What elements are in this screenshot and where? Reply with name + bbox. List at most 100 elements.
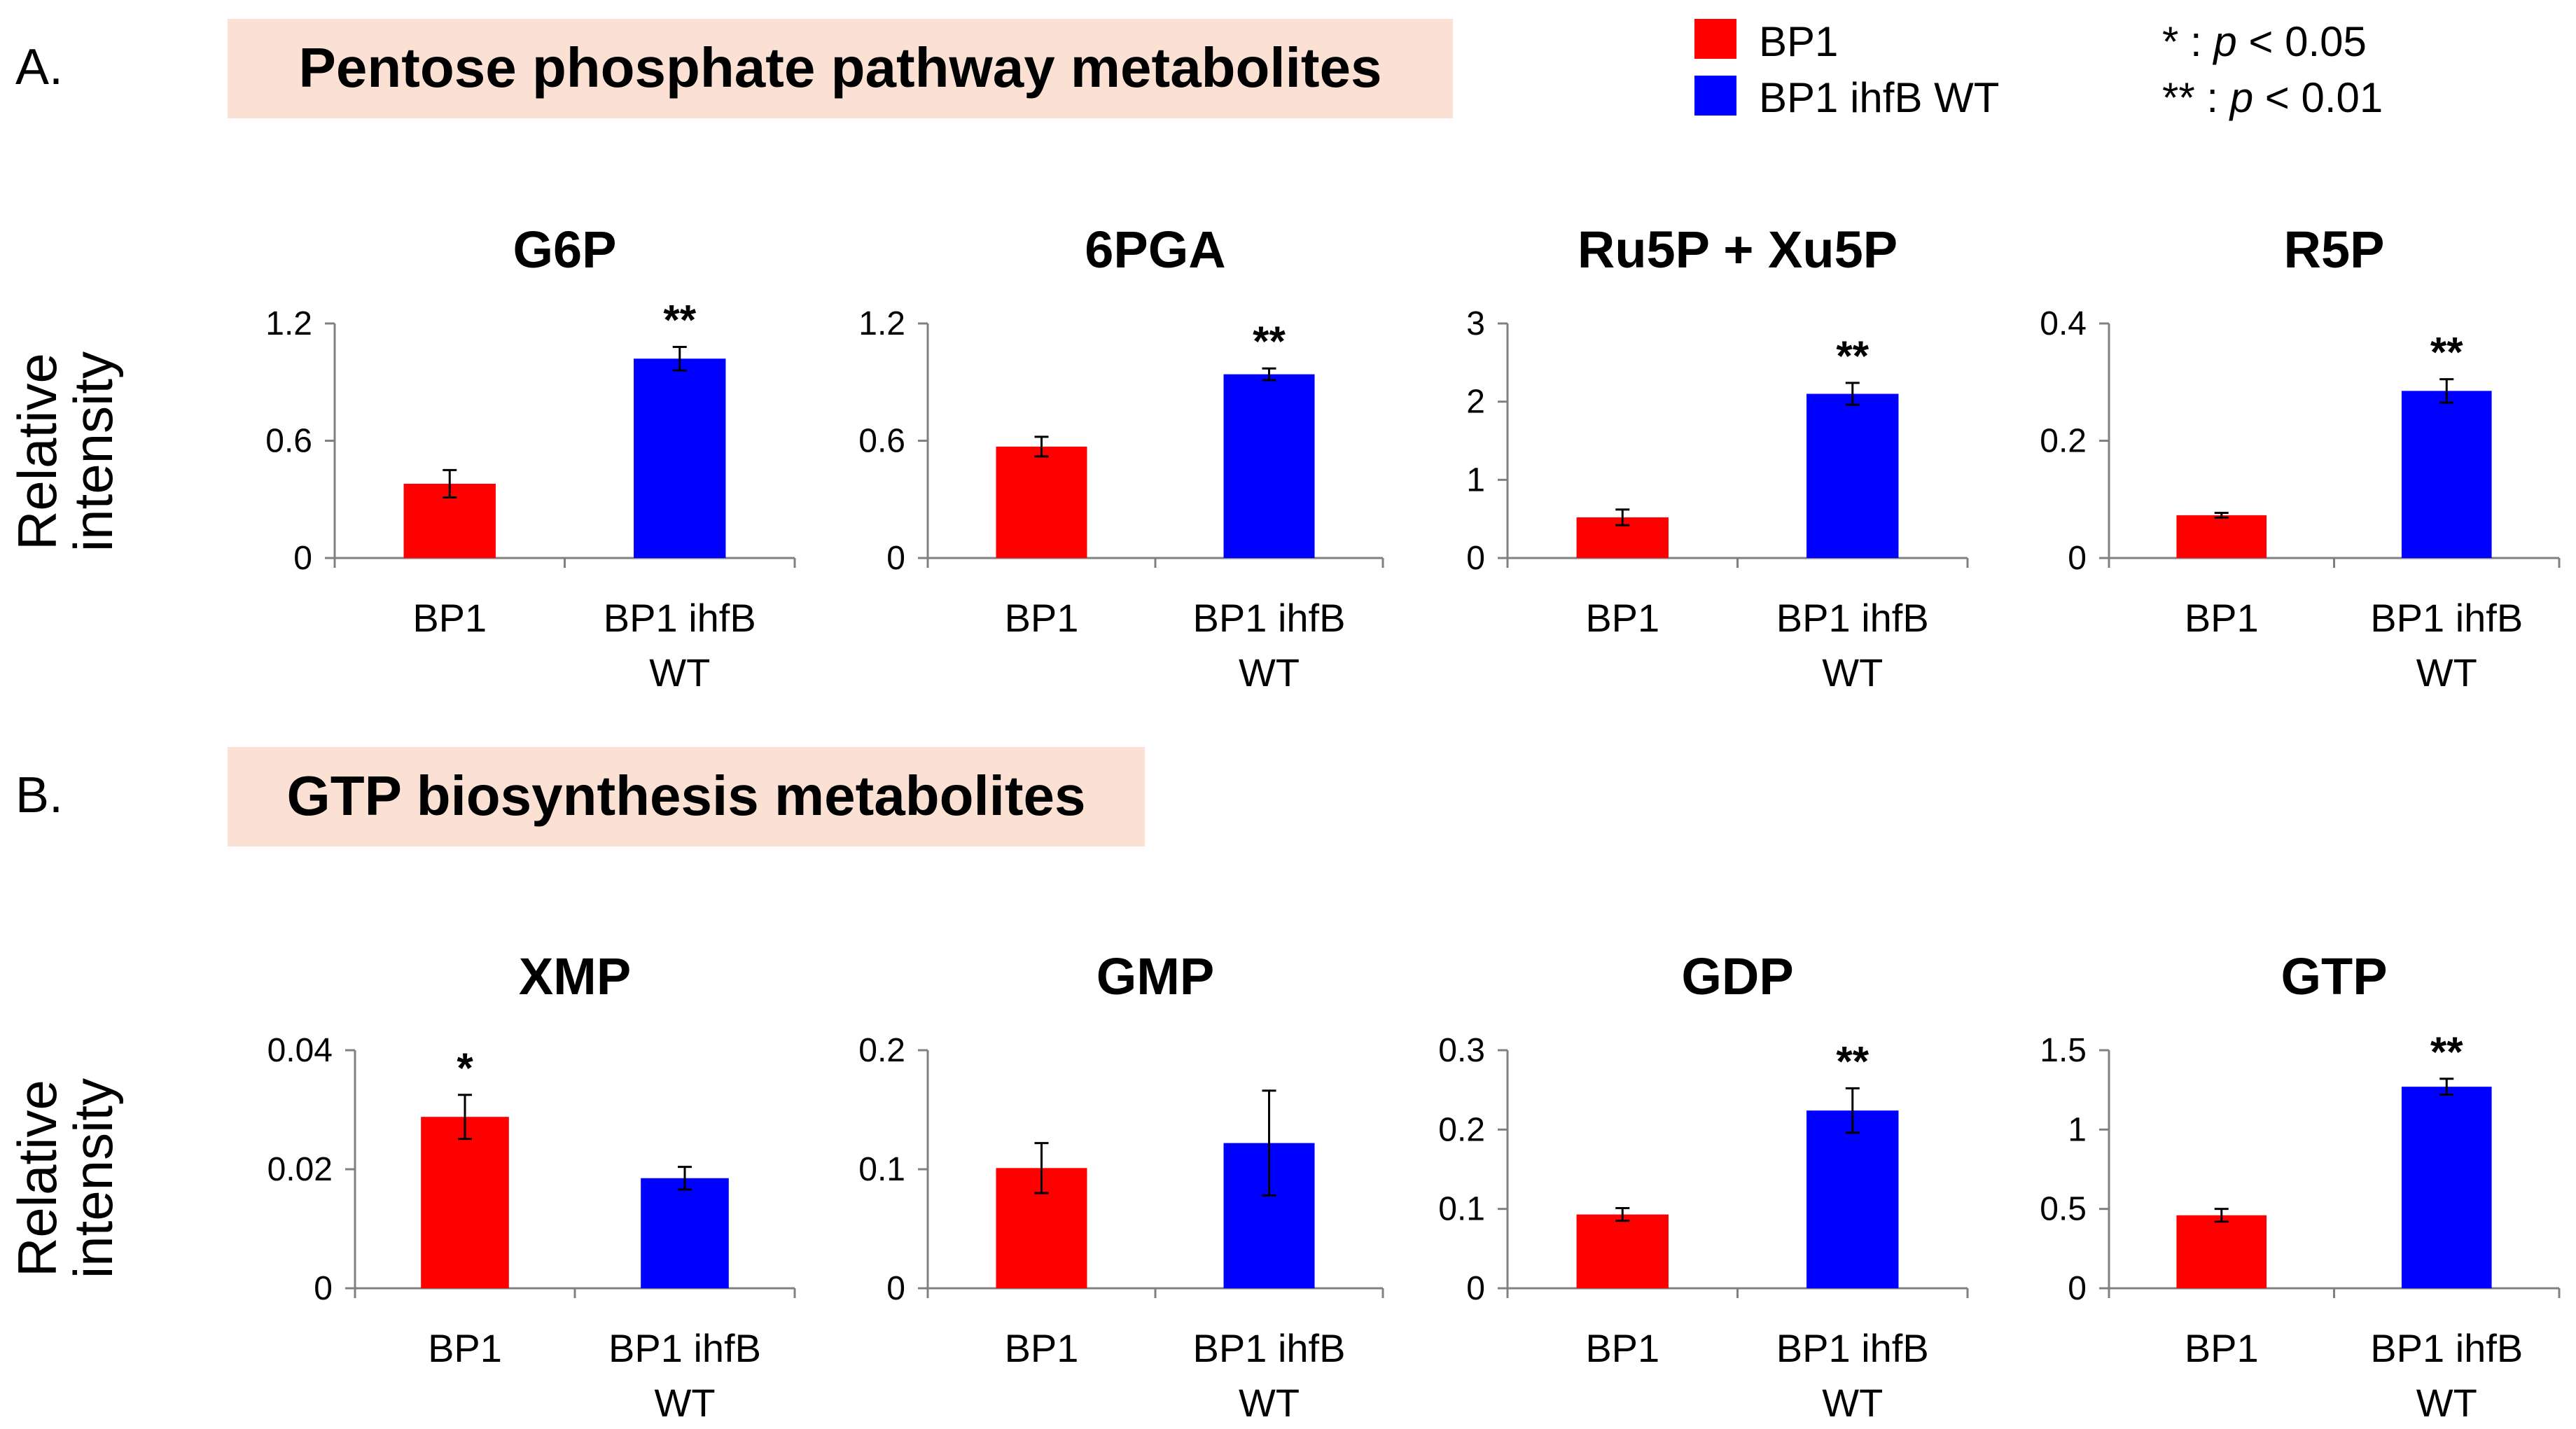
y-tick-label: 0: [2068, 540, 2087, 577]
ylabel-a-line-2: intensity: [62, 351, 124, 552]
y-tick-label: 1: [1466, 461, 1485, 499]
panel-b-heading-box: [228, 747, 1145, 846]
category-label: BP1 ihfB: [608, 1326, 761, 1370]
sig-key-p-2: p: [2229, 74, 2253, 121]
legend-label-bp1: BP1: [1759, 18, 1838, 65]
panel-b-heading: GTP biosynthesis metabolites: [286, 765, 1085, 827]
y-tick-label: 0.1: [1438, 1191, 1485, 1228]
bar-bp1-ihfb-wt: [2401, 1087, 2492, 1288]
ylabel-b-line-2: intensity: [62, 1078, 124, 1278]
panel-b-label: B.: [15, 767, 63, 823]
category-label: BP1 ihfB: [2370, 1326, 2523, 1370]
panel-a-label: A.: [15, 39, 63, 95]
y-tick-label: 1: [2068, 1111, 2087, 1148]
legend-swatch-bp1: [1694, 19, 1736, 59]
category-label: BP1 ihfB: [604, 596, 756, 640]
significance-line-2: ** : p < 0.01: [2162, 74, 2383, 121]
chart-title: GDP: [1681, 947, 1793, 1005]
legend-swatch-ihfb: [1694, 76, 1736, 116]
category-label: BP1: [412, 596, 487, 640]
category-label: WT: [1239, 1381, 1300, 1425]
bar-bp1: [1576, 1214, 1669, 1288]
panel-a-heading-box: [228, 19, 1453, 118]
y-tick-label: 0.6: [858, 423, 905, 460]
category-label: WT: [654, 1381, 715, 1425]
significance-mark: *: [457, 1045, 473, 1092]
chart-g6p: G6P 0 0.6 1.2 BP1 ** BP1 ihfB WT: [265, 221, 796, 695]
charts: G6P 0 0.6 1.2 BP1 ** BP1 ihfB WT 6PGA 0 0.6 1.2 BP1 *…: [265, 221, 2561, 1425]
y-tick-label: 0: [2068, 1270, 2087, 1307]
bar-bp1: [996, 446, 1087, 558]
significance-mark: **: [1253, 318, 1286, 365]
chart-title: Ru5P + Xu5P: [1578, 221, 1898, 279]
y-tick-label: 0.5: [2040, 1191, 2087, 1228]
ylabel-row-b: Relative intensity: [6, 1078, 124, 1278]
category-label: BP1: [2185, 596, 2259, 640]
y-tick-label: 0.02: [267, 1151, 333, 1188]
category-label: BP1 ihfB: [1193, 596, 1346, 640]
chart-xmp: XMP 0 0.02 0.04 * BP1 BP1 ihfB WT: [267, 947, 796, 1425]
sig-key-stars-1: *: [2162, 18, 2178, 65]
bar-bp1: [421, 1117, 509, 1288]
y-tick-label: 0: [293, 540, 312, 577]
bar-bp1-ihfb-wt: [1806, 393, 1899, 558]
y-tick-label: 0: [314, 1270, 333, 1307]
significance-key: * : p < 0.05 ** : p < 0.01: [2162, 18, 2383, 121]
legend-label-ihfb: BP1 ihfB WT: [1759, 74, 1999, 121]
category-label: WT: [649, 650, 710, 695]
category-label: WT: [1822, 1381, 1883, 1425]
significance-mark: **: [663, 297, 696, 344]
chart-gmp: GMP 0 0.1 0.2 BP1 BP1 ihfB WT: [858, 947, 1384, 1425]
significance-mark: **: [1836, 1038, 1869, 1085]
y-tick-label: 0.1: [858, 1151, 905, 1188]
y-tick-label: 0: [886, 1270, 905, 1307]
significance-mark: **: [2430, 1029, 2463, 1075]
y-tick-label: 0.3: [1438, 1032, 1485, 1069]
chart-title: GMP: [1096, 947, 1215, 1005]
y-tick-label: 0.2: [1438, 1111, 1485, 1148]
ylabel-a-line-1: Relative: [6, 353, 68, 550]
category-label: BP1: [1585, 1326, 1659, 1370]
category-label: WT: [2416, 650, 2477, 695]
category-label: BP1 ihfB: [2370, 596, 2523, 640]
sig-key-sep-2: :: [2195, 74, 2230, 121]
chart-r5p: R5P 0 0.2 0.4 BP1 ** BP1 ihfB WT: [2040, 221, 2561, 695]
category-label: BP1: [2185, 1326, 2259, 1370]
bar-bp1: [2176, 515, 2267, 558]
panel-a-heading: Pentose phosphate pathway metabolites: [299, 36, 1382, 99]
category-label: WT: [1239, 650, 1300, 695]
chart-ru5p-xu5p: Ru5P + Xu5P 0 1 2 3 BP1 ** BP1 ihfB WT: [1466, 221, 1969, 695]
category-label: BP1: [1005, 596, 1079, 640]
ylabel-row-a: Relative intensity: [6, 351, 124, 552]
category-label: WT: [1822, 650, 1883, 695]
sig-key-stars-2: **: [2162, 74, 2195, 121]
bar-bp1: [2176, 1215, 2267, 1288]
bar-bp1-ihfb-wt: [1223, 374, 1315, 558]
ylabel-b-line-1: Relative: [6, 1080, 68, 1277]
sig-key-p-1: p: [2212, 18, 2236, 65]
y-tick-label: 0: [886, 540, 905, 577]
y-tick-label: 2: [1466, 384, 1485, 421]
chart-title: 6PGA: [1085, 221, 1226, 279]
y-tick-label: 0.2: [858, 1032, 905, 1069]
category-label: BP1 ihfB: [1776, 1326, 1929, 1370]
sig-key-rest-1: < 0.05: [2237, 18, 2367, 65]
chart-6pga: 6PGA 0 0.6 1.2 BP1 ** BP1 ihfB WT: [858, 221, 1384, 695]
chart-title: XMP: [519, 947, 631, 1005]
sig-key-rest-2: < 0.01: [2253, 74, 2383, 121]
chart-gdp: GDP 0 0.1 0.2 0.3 BP1 ** BP1 ihfB WT: [1438, 947, 1969, 1425]
y-tick-label: 0: [1466, 540, 1485, 577]
chart-title: G6P: [513, 221, 616, 279]
legend: BP1 BP1 ihfB WT: [1694, 18, 1999, 121]
chart-title: GTP: [2281, 947, 2387, 1005]
y-tick-label: 0: [1466, 1270, 1485, 1307]
y-tick-label: 3: [1466, 305, 1485, 342]
category-label: BP1: [1005, 1326, 1079, 1370]
y-tick-label: 0.4: [2040, 305, 2087, 342]
y-tick-label: 0.6: [265, 423, 312, 460]
bar-bp1-ihfb-wt: [634, 358, 726, 558]
bar-bp1-ihfb-wt: [641, 1178, 729, 1288]
chart-gtp: GTP 0 0.5 1 1.5 BP1 ** BP1 ihfB WT: [2040, 947, 2561, 1425]
significance-mark: **: [2430, 329, 2463, 376]
significance-line-1: * : p < 0.05: [2162, 18, 2367, 65]
